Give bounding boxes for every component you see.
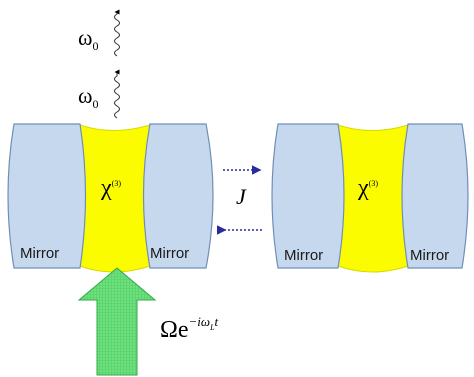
svg-text:χ(3): χ(3) [357, 175, 378, 201]
nonlinear-medium-right [337, 124, 409, 273]
mirror-left-2 [271, 123, 345, 269]
wavy-line-bottom [114, 69, 120, 119]
wavy-line-top [114, 9, 120, 57]
mirror-label-left-2: Mirror [284, 247, 323, 264]
drive-arrow [77, 267, 157, 376]
drive-exponent: −iω [189, 314, 211, 329]
chi-symbol-2: χ [357, 175, 369, 201]
photon-bottom: ω0 [78, 69, 120, 119]
mirror-left-1 [7, 123, 87, 269]
mirror-label-right-1: Mirror [150, 245, 189, 262]
photon-sub-1: 0 [92, 39, 98, 53]
svg-text:ω0: ω0 [78, 83, 98, 111]
chi-superscript-2: (3) [369, 179, 379, 188]
mirror-label-left-1: Mirror [20, 245, 59, 262]
cavity-right: Mirror Mirror χ(3) [271, 123, 469, 273]
mirror-right-1 [142, 123, 214, 269]
drive-exponent-tail: t [215, 314, 219, 329]
cavity-left: Mirror Mirror χ(3) [7, 123, 214, 273]
nonlinear-medium-left [79, 124, 151, 273]
coupling-label: J [236, 184, 247, 209]
mirror-right-2 [401, 123, 469, 269]
svg-text:ω0: ω0 [78, 25, 98, 53]
drive-label: Ωe−iωLt [160, 314, 219, 343]
photon-sub-2: 0 [92, 97, 98, 111]
photon-omega-1: ω [78, 25, 92, 50]
photon-top: ω0 [78, 9, 120, 57]
chi-superscript-1: (3) [112, 179, 122, 188]
chi-symbol-1: χ [100, 175, 112, 201]
svg-text:χ(3): χ(3) [100, 175, 121, 201]
drive-exponent-sub: L [209, 323, 215, 332]
drive-base: Ωe [160, 317, 189, 343]
photon-omega-2: ω [78, 83, 92, 108]
mirror-label-right-2: Mirror [410, 247, 449, 264]
